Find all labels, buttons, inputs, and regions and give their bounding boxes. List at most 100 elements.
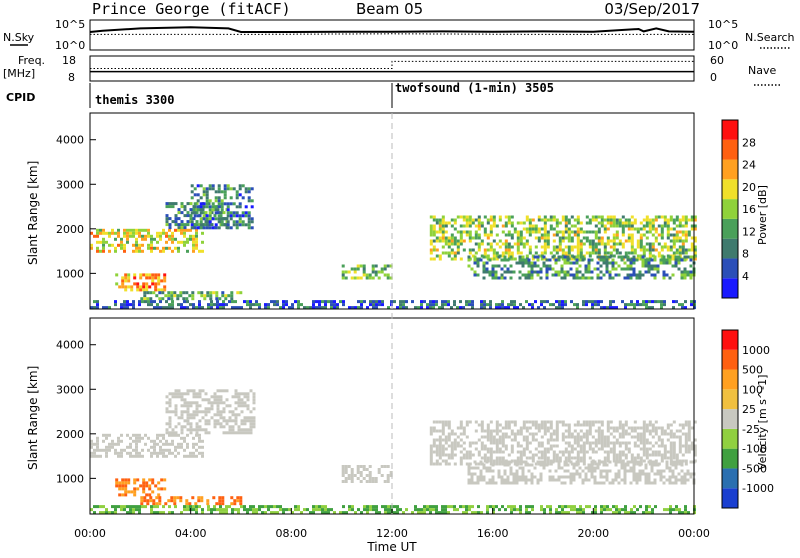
power-cell: [142, 288, 146, 292]
velocity-cell: [540, 450, 544, 454]
power-cell: [224, 297, 228, 301]
velocity-cell: [579, 511, 582, 515]
power-cell: [650, 273, 654, 277]
velocity-cell: [680, 475, 684, 479]
power-cell: [653, 273, 657, 277]
velocity-cell: [234, 431, 238, 435]
power-cell: [614, 267, 618, 271]
velocity-cell: [579, 438, 583, 442]
velocity-cell: [666, 432, 670, 436]
power-cell: [648, 245, 652, 249]
power-cell: [474, 230, 478, 234]
velocity-cell: [684, 447, 688, 451]
power-cell: [612, 218, 616, 222]
power-cell: [567, 245, 571, 249]
power-cell: [372, 300, 375, 304]
power-cell: [183, 205, 187, 209]
power-cell: [199, 202, 203, 206]
power-cell: [503, 276, 507, 280]
velocity-cell: [594, 450, 598, 454]
power-cell: [558, 306, 561, 310]
velocity-cell: [162, 454, 165, 458]
power-cell: [157, 273, 161, 277]
power-cell: [669, 215, 673, 219]
power-cell: [600, 306, 603, 310]
power-cell: [471, 248, 475, 252]
velocity-cell: [201, 389, 205, 393]
power-cell: [594, 251, 598, 255]
power-cell: [678, 218, 682, 222]
velocity-cell: [243, 508, 246, 512]
power-cell: [321, 300, 324, 304]
power-cell: [465, 300, 468, 304]
velocity-cell: [148, 487, 152, 491]
velocity-cell: [264, 511, 267, 515]
velocity-cell: [683, 478, 687, 482]
velocity-cell: [572, 478, 576, 482]
velocity-cell: [321, 511, 324, 515]
power-cell: [482, 264, 486, 268]
velocity-cell: [168, 398, 172, 402]
velocity-cell: [435, 450, 439, 454]
power-cell: [609, 251, 613, 255]
power-cell: [546, 242, 550, 246]
velocity-cell: [453, 432, 457, 436]
velocity-cell: [672, 447, 676, 451]
power-cell: [192, 217, 196, 221]
velocity-cell: [684, 432, 688, 436]
velocity-cell: [154, 484, 158, 488]
power-cell: [600, 218, 604, 222]
power-cell: [468, 233, 472, 237]
velocity-cell: [270, 505, 273, 509]
velocity-cell: [573, 505, 576, 509]
velocity-cell: [641, 469, 645, 473]
velocity-cell: [606, 429, 610, 433]
velocity-cell: [249, 416, 253, 420]
velocity-cell: [465, 511, 468, 515]
velocity-cell: [584, 475, 588, 479]
power-cell: [510, 224, 514, 228]
power-cell: [552, 257, 556, 261]
power-cell: [99, 231, 102, 235]
velocity-cell: [221, 502, 225, 506]
velocity-cell: [617, 472, 621, 476]
power-cell: [674, 255, 678, 259]
power-cell: [573, 257, 577, 261]
velocity-cell: [537, 450, 541, 454]
power-cell: [157, 276, 161, 280]
power-cell: [633, 221, 637, 225]
velocity-cell: [228, 404, 232, 408]
velocity-cell: [132, 439, 135, 443]
power-cell: [225, 217, 229, 221]
velocity-cell: [612, 459, 616, 463]
velocity-cell: [432, 450, 436, 454]
velocity-cell: [633, 511, 636, 515]
velocity-cell: [564, 423, 568, 427]
power-cell: [509, 255, 513, 259]
power-cell: [438, 221, 442, 225]
power-cell: [683, 270, 687, 274]
power-cell: [522, 227, 526, 231]
velocity-cell: [572, 466, 576, 470]
velocity-cell: [642, 444, 646, 448]
power-cell: [127, 285, 131, 289]
velocity-cell: [165, 448, 168, 452]
power-cell: [423, 300, 426, 304]
velocity-cell: [527, 478, 531, 482]
velocity-cell: [585, 441, 589, 445]
power-cell: [208, 214, 212, 218]
power-cell: [441, 218, 445, 222]
power-cell: [521, 261, 525, 265]
power-cell: [429, 251, 433, 255]
velocity-cell: [324, 508, 327, 512]
velocity-cell: [513, 435, 517, 439]
power-cell: [603, 224, 607, 228]
power-cell: [648, 248, 652, 252]
power-cell: [657, 254, 661, 258]
power-cell: [208, 211, 212, 215]
velocity-cell: [114, 451, 117, 455]
velocity-cell: [201, 428, 205, 432]
velocity-cell: [606, 450, 610, 454]
velocity-cell: [498, 462, 502, 466]
velocity-cell: [237, 404, 241, 408]
